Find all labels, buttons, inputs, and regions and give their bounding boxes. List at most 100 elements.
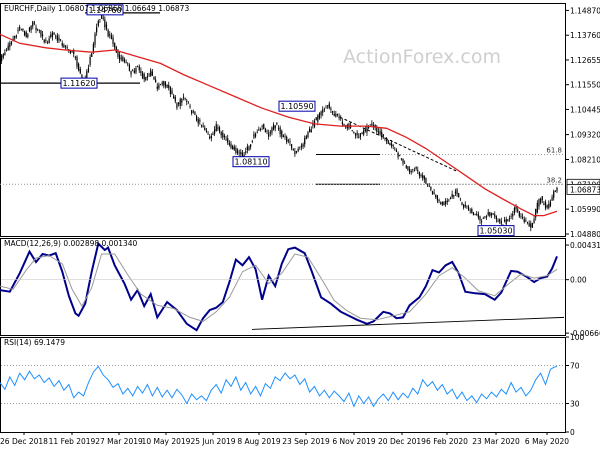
candle-body xyxy=(418,172,420,176)
candle-body xyxy=(449,197,452,200)
candle-body xyxy=(291,144,293,149)
candle-body xyxy=(327,105,329,107)
candle-body xyxy=(7,45,9,50)
candle-body xyxy=(500,221,502,224)
candle-body xyxy=(399,155,401,156)
candle-body xyxy=(64,46,67,47)
candle-body xyxy=(35,27,37,30)
candle-body xyxy=(364,129,366,131)
x-tick-label: 6 Feb 2020 xyxy=(426,437,468,446)
candle-body xyxy=(458,193,460,198)
candle-body xyxy=(212,133,214,135)
candle-body xyxy=(217,127,219,129)
candle-body xyxy=(497,220,499,222)
candle-body xyxy=(87,67,90,72)
candle-body xyxy=(507,219,509,222)
y-tick-label: 1.04880 xyxy=(570,230,600,239)
x-tick-label: 23 Mar 2020 xyxy=(472,437,520,446)
candle-body xyxy=(472,212,475,215)
candle-body xyxy=(38,29,40,31)
candle-body xyxy=(135,68,137,73)
candle-body xyxy=(261,126,263,127)
y-tick-label: 1.11550 xyxy=(570,81,600,90)
y-tick-label: 1.10445 xyxy=(570,105,600,114)
candle-body xyxy=(317,115,319,122)
candle-body xyxy=(392,144,394,147)
rsi-y-tick-label: 30 xyxy=(570,400,580,409)
candle-body xyxy=(377,131,380,133)
candle-body xyxy=(310,129,312,133)
trend-line xyxy=(339,116,457,172)
price-annotation-box xyxy=(86,4,124,16)
rsi-panel-frame xyxy=(0,337,566,433)
moving-average-line xyxy=(0,33,558,217)
candle-body xyxy=(477,214,479,218)
candle-body xyxy=(22,28,24,31)
candle-body xyxy=(517,209,519,212)
price-annotation-label: 1.05030 xyxy=(479,227,512,236)
candle-body xyxy=(336,113,339,116)
candle-body xyxy=(495,216,497,220)
candle-body xyxy=(340,118,342,120)
candle-body xyxy=(356,132,358,136)
candle-body xyxy=(397,152,399,158)
candle-body xyxy=(207,133,209,135)
candle-body xyxy=(467,206,470,210)
candle-body xyxy=(520,216,522,217)
candle-body xyxy=(395,149,398,152)
candle-body xyxy=(286,136,288,143)
macd-panel-title: MACD(12,26,9) 0.002898 0.001340 xyxy=(4,239,138,248)
candle-body xyxy=(197,119,199,124)
candle-body xyxy=(408,168,411,173)
candle-body xyxy=(335,114,337,117)
candle-body xyxy=(97,20,99,26)
candle-body xyxy=(40,30,42,37)
candle-body xyxy=(50,34,52,38)
candle-body xyxy=(23,31,26,36)
candle-body xyxy=(526,221,529,223)
candle-body xyxy=(251,141,253,142)
candle-body xyxy=(10,41,13,45)
candle-body xyxy=(151,71,153,76)
candle-body xyxy=(69,50,72,54)
candle-body xyxy=(104,19,106,28)
candle-body xyxy=(431,191,434,194)
candle-body xyxy=(549,201,552,206)
macd-y-tick-label: 0.00 xyxy=(570,276,587,285)
candle-body xyxy=(325,107,327,109)
candle-body xyxy=(109,34,111,36)
candle-body xyxy=(132,70,134,72)
candle-body xyxy=(381,131,383,138)
candle-body xyxy=(436,195,439,201)
candle-body xyxy=(159,84,162,85)
candle-body xyxy=(187,102,189,104)
candle-body xyxy=(384,138,386,139)
candle-body xyxy=(230,143,232,148)
candle-body xyxy=(145,77,147,80)
candle-body xyxy=(426,183,429,185)
candle-body xyxy=(27,34,29,37)
candle-body xyxy=(535,209,537,218)
candle-body xyxy=(382,134,384,136)
candle-body xyxy=(79,68,81,74)
candle-body xyxy=(435,194,437,198)
candle-body xyxy=(161,82,163,85)
price-panel-title: EURCHF,Daily 1.06807 1.06968 1.06649 1.0… xyxy=(4,4,189,13)
candle-body xyxy=(302,144,304,147)
candle-body xyxy=(481,221,483,222)
candle-body xyxy=(338,116,340,119)
rsi-panel-title: RSI(14) 69.1479 xyxy=(4,338,65,347)
price-annotation-label: 1.11620 xyxy=(62,79,95,88)
y-tick-label: 1.05990 xyxy=(570,205,600,214)
candle-body xyxy=(471,208,473,214)
candle-body xyxy=(174,97,176,102)
rsi-y-tick-label: 0 xyxy=(570,428,575,437)
candle-body xyxy=(412,168,414,170)
candle-body xyxy=(499,219,501,222)
candle-body xyxy=(235,148,237,153)
rsi-y-tick-label: 70 xyxy=(570,362,580,371)
candle-body xyxy=(17,29,19,32)
candle-body xyxy=(168,85,170,88)
candle-body xyxy=(428,185,430,187)
candle-body xyxy=(169,87,171,95)
